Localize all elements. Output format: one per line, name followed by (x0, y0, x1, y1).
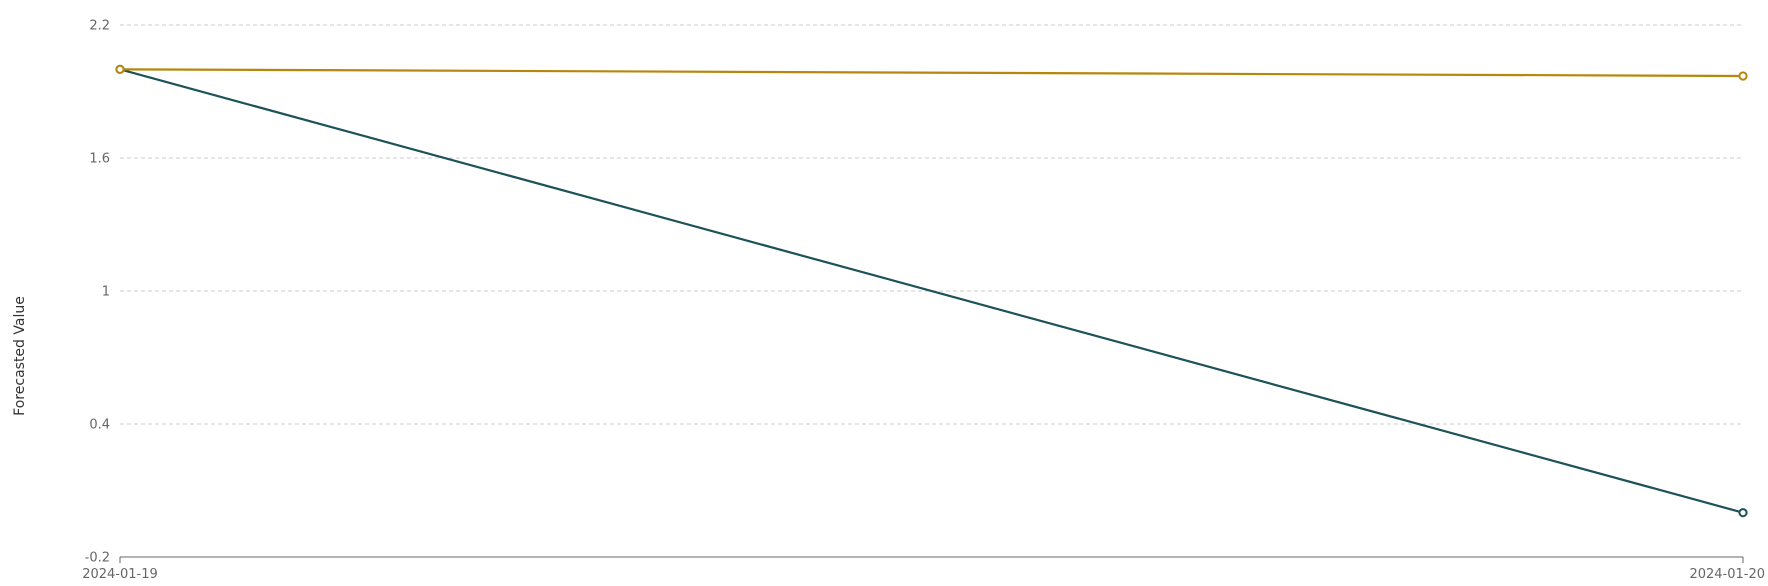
x-tick-label: 2024-01-19 (82, 567, 158, 582)
data-point[interactable] (115, 64, 125, 74)
series-line-1 (119, 68, 1744, 514)
y-tick-label: 0.4 (89, 418, 110, 433)
series-line-2 (119, 68, 1744, 78)
y-tick-label: 1.6 (89, 152, 110, 167)
y-tick-label: -0.2 (85, 551, 110, 566)
series-lines (119, 68, 1744, 514)
y-tick-label: 1 (102, 285, 110, 300)
x-axis-ticks: 2024-01-19 2024-01-20 (82, 557, 1765, 582)
grid-lines (120, 24, 1743, 425)
y-tick-labels: -0.2 0.4 1 1.6 2.2 (85, 19, 110, 566)
data-point[interactable] (1738, 71, 1748, 81)
y-tick-label: 2.2 (89, 19, 110, 34)
data-point[interactable] (1738, 508, 1748, 518)
y-axis-title: Forecasted Value (12, 296, 28, 416)
data-points (115, 64, 1748, 518)
x-tick-label: 2024-01-20 (1689, 567, 1765, 582)
